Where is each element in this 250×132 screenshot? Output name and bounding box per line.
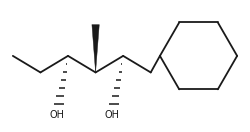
Polygon shape: [92, 25, 99, 72]
Text: OH: OH: [105, 110, 120, 120]
Text: OH: OH: [50, 110, 64, 120]
